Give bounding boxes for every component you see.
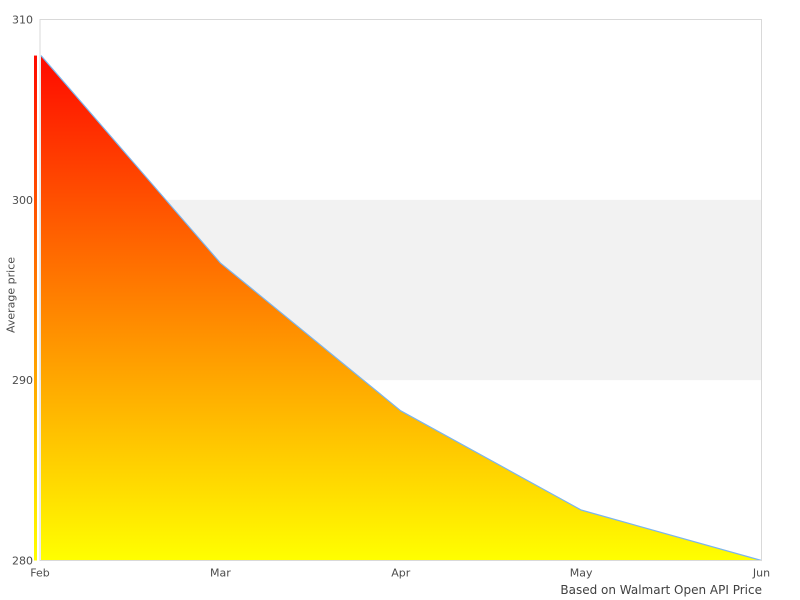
y-tick-label: 280 — [12, 555, 33, 568]
credits-caption: Based on Walmart Open API Price — [560, 583, 762, 597]
price-line-series — [40, 55, 762, 562]
x-tick-label: Mar — [210, 567, 231, 580]
plot-border — [39, 19, 762, 561]
area-left-edge-strip — [34, 55, 37, 561]
y-tick-label: 300 — [12, 194, 33, 207]
price-area-series — [41, 55, 762, 561]
y-axis-title: Average price — [4, 256, 18, 334]
x-tick-label: Apr — [391, 567, 411, 580]
x-tick-label: Feb — [30, 567, 49, 580]
y-tick-label: 290 — [12, 374, 33, 387]
x-tick-label: May — [570, 567, 593, 580]
y-tick-label: 310 — [12, 14, 33, 27]
x-tick-label: Jun — [752, 567, 770, 580]
